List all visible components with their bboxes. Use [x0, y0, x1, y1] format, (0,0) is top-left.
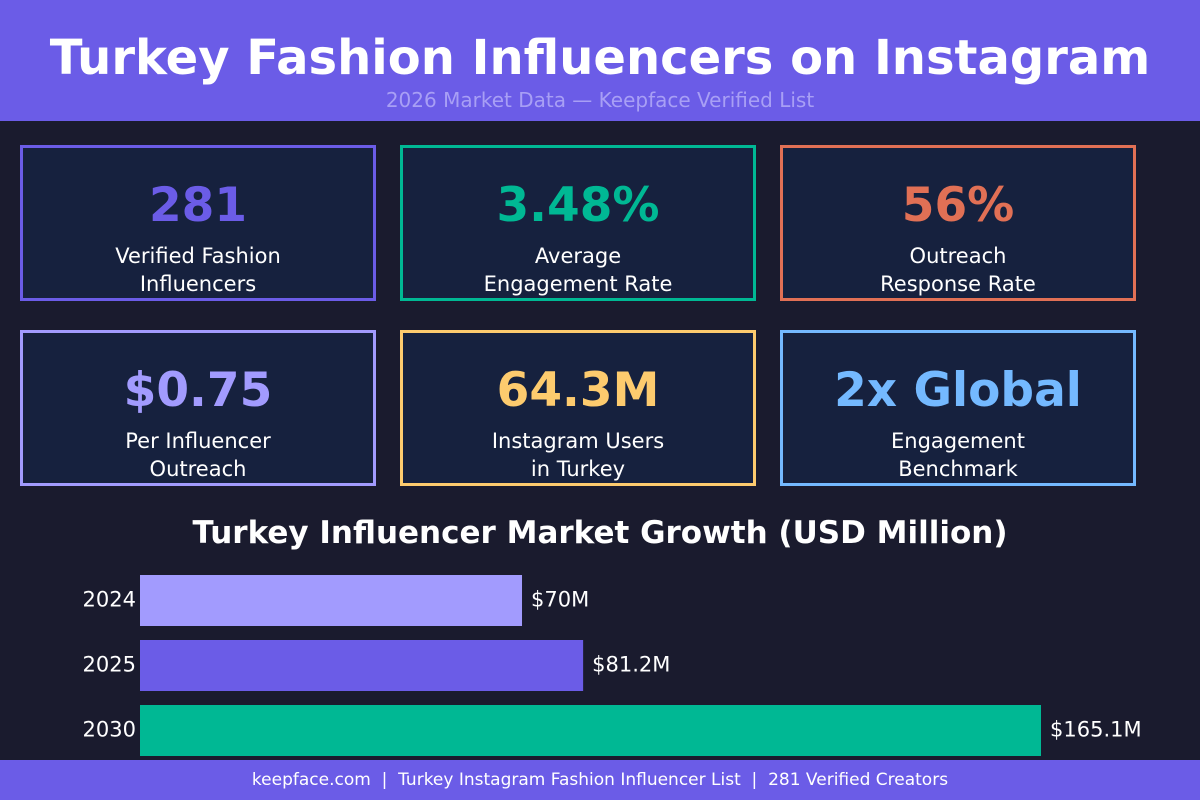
market-growth-bar-chart: 2024 $70M 2025 $81.2M 2030 $165.1M — [83, 575, 1142, 756]
footer-banner: keepface.com | Turkey Instagram Fashion … — [0, 760, 1200, 800]
category-label-2024: 2024 — [83, 588, 136, 612]
stat-value: $0.75 — [123, 363, 273, 418]
stat-card-engagement-rate: 3.48% Average Engagement Rate — [400, 145, 756, 301]
stat-label: Outreach Response Rate — [880, 244, 1036, 296]
page-title: Turkey Fashion Influencers on Instagram — [49, 30, 1151, 86]
page-subtitle: 2026 Market Data — Keepface Verified Lis… — [385, 88, 815, 112]
footer-text: keepface.com | Turkey Instagram Fashion … — [251, 770, 949, 790]
stat-value: 2x Global — [834, 363, 1082, 418]
stat-card-engagement-benchmark: 2x Global Engagement Benchmark — [780, 330, 1136, 486]
stat-label: Engagement Benchmark — [891, 429, 1025, 481]
category-label-2030: 2030 — [83, 718, 136, 742]
stat-value: 281 — [148, 178, 248, 233]
stat-card-verified-influencers: 281 Verified Fashion Influencers — [20, 145, 376, 301]
stat-card-instagram-users: 64.3M Instagram Users in Turkey — [400, 330, 756, 486]
stat-label: Instagram Users in Turkey — [491, 429, 665, 481]
bar-2025 — [140, 640, 584, 691]
stat-value: 56% — [901, 178, 1015, 233]
bar-2030 — [140, 705, 1041, 756]
stat-label: Verified Fashion Influencers — [115, 244, 281, 296]
value-label-2030: $165.1M — [1050, 718, 1142, 742]
header-banner: Turkey Fashion Influencers on Instagram … — [0, 0, 1200, 121]
bar-2024 — [140, 575, 523, 626]
chart-title: Turkey Influencer Market Growth (USD Mil… — [192, 515, 1008, 551]
stat-label: Average Engagement Rate — [483, 244, 673, 296]
stat-card-outreach-cost: $0.75 Per Influencer Outreach — [20, 330, 376, 486]
value-label-2025: $81.2M — [592, 653, 670, 677]
stat-value: 64.3M — [496, 363, 660, 418]
stat-label: Per Influencer Outreach — [125, 429, 271, 481]
value-label-2024: $70M — [531, 588, 589, 612]
stat-value: 3.48% — [496, 178, 660, 233]
category-label-2025: 2025 — [83, 653, 136, 677]
stat-card-response-rate: 56% Outreach Response Rate — [780, 145, 1136, 301]
